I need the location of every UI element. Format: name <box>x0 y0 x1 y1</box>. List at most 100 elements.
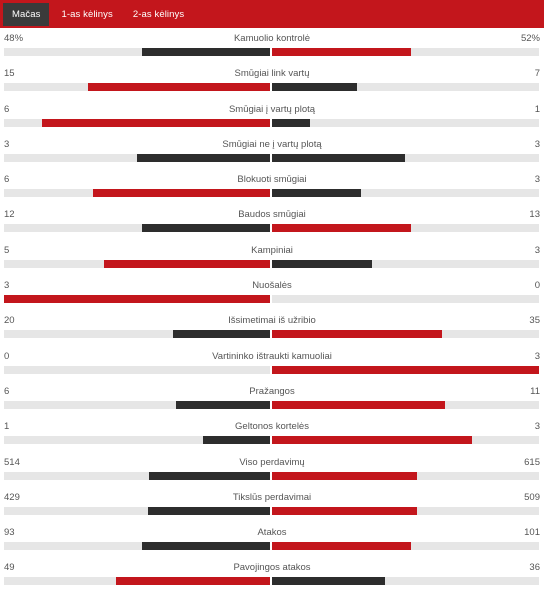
home-bar-track <box>4 577 270 586</box>
home-bar-track <box>4 259 270 268</box>
away-bar-track <box>271 400 539 409</box>
home-bar-track <box>4 400 270 409</box>
home-bar-track <box>4 330 270 339</box>
home-value: 6 <box>4 103 10 115</box>
away-bar-track <box>271 577 539 586</box>
away-bar-track <box>271 506 539 515</box>
stat-label: Smūgiai į vartų plotą <box>228 103 316 115</box>
tab-second-half[interactable]: 2-as kėlinys <box>132 8 185 20</box>
away-bar-fill <box>271 400 445 409</box>
home-bar-track <box>4 506 270 515</box>
home-bar-fill <box>142 542 270 551</box>
stat-label: Išsimetimai iš užribio <box>228 315 316 327</box>
stat-label: Vartininko ištraukti kamuoliai <box>212 350 332 362</box>
stat-label: Baudos smūgiai <box>238 209 306 221</box>
away-bar-track <box>271 365 539 374</box>
home-bar-fill <box>41 118 270 127</box>
away-bar-fill <box>271 542 411 551</box>
away-value: 0 <box>534 280 540 292</box>
away-bar-fill <box>271 83 357 92</box>
home-bar-fill <box>172 330 270 339</box>
stat-row: 48% Kamuolio kontrolė 52% <box>0 28 544 63</box>
away-value: 3 <box>534 174 540 186</box>
stat-row: 49 Pavojingos atakos 36 <box>0 557 544 592</box>
home-bar-fill <box>103 259 270 268</box>
away-bar-track <box>271 436 539 445</box>
tab-bar: Mačas 1-as kėlinys 2-as kėlinys <box>0 0 544 28</box>
away-bar-fill <box>271 118 310 127</box>
stat-row: 6 Blokuoti smūgiai 3 <box>0 169 544 204</box>
home-bar-track <box>4 83 270 92</box>
away-bar-fill <box>271 471 418 480</box>
away-value: 13 <box>529 209 540 221</box>
away-bar-track <box>271 118 539 127</box>
home-value: 12 <box>4 209 15 221</box>
home-bar-track <box>4 118 270 127</box>
home-bar-fill <box>92 189 270 198</box>
stat-label: Blokuoti smūgiai <box>237 174 307 186</box>
home-value: 1 <box>4 421 10 433</box>
stat-label: Viso perdavimų <box>239 456 305 468</box>
away-bar-track <box>271 295 539 304</box>
home-value: 429 <box>4 491 20 503</box>
stat-row: 5 Kampiniai 3 <box>0 240 544 275</box>
away-value: 509 <box>524 491 540 503</box>
home-bar-fill <box>175 400 270 409</box>
away-value: 3 <box>534 138 540 150</box>
home-bar-fill <box>142 224 270 233</box>
away-value: 615 <box>524 456 540 468</box>
away-value: 101 <box>524 527 540 539</box>
away-bar-fill <box>271 436 473 445</box>
home-value: 6 <box>4 174 10 186</box>
home-value: 15 <box>4 68 15 80</box>
away-bar-fill <box>271 189 361 198</box>
home-bar-fill <box>148 506 270 515</box>
stat-label: Tikslūs perdavimai <box>232 491 312 503</box>
home-bar-track <box>4 48 270 56</box>
away-bar-fill <box>271 259 372 268</box>
away-bar-track <box>271 330 539 339</box>
away-value: 3 <box>534 421 540 433</box>
stat-row: 429 Tikslūs perdavimai 509 <box>0 487 544 522</box>
tab-match[interactable]: Mačas <box>3 3 50 26</box>
home-value: 5 <box>4 244 10 256</box>
away-bar-track <box>271 224 539 233</box>
stat-label: Pavojingos atakos <box>233 562 311 574</box>
stat-label: Pražangos <box>249 385 295 397</box>
stat-row: 0 Vartininko ištraukti kamuoliai 3 <box>0 346 544 381</box>
stat-row: 20 Išsimetimai iš užribio 35 <box>0 310 544 345</box>
stat-row: 15 Smūgiai link vartų 7 <box>0 63 544 98</box>
home-bar-fill <box>142 48 270 56</box>
away-value: 3 <box>534 350 540 362</box>
stat-row: 6 Pražangos 11 <box>0 381 544 416</box>
home-bar-fill <box>203 436 270 445</box>
home-bar-track <box>4 153 270 162</box>
home-value: 514 <box>4 456 20 468</box>
away-bar-track <box>271 83 539 92</box>
home-bar-track <box>4 295 270 304</box>
away-bar-fill <box>271 365 539 374</box>
stats-list: 48% Kamuolio kontrolė 52% 15 Smūgiai link va… <box>0 28 544 593</box>
away-bar-fill <box>271 330 442 339</box>
stat-row: 93 Atakos 101 <box>0 522 544 557</box>
home-bar-fill <box>88 83 270 92</box>
home-value: 48% <box>4 33 24 44</box>
away-bar-track <box>271 542 539 551</box>
home-bar-track <box>4 189 270 198</box>
home-bar-track <box>4 436 270 445</box>
home-bar-fill <box>116 577 270 586</box>
tab-first-half[interactable]: 1-as kėlinys <box>61 8 113 20</box>
stat-row: 12 Baudos smūgiai 13 <box>0 204 544 239</box>
away-bar-track <box>271 48 539 56</box>
home-value: 3 <box>4 280 10 292</box>
stat-label: Geltonos kortelės <box>235 421 309 433</box>
stat-label: Kampiniai <box>251 244 293 256</box>
home-bar-track <box>4 224 270 233</box>
stat-row: 6 Smūgiai į vartų plotą 1 <box>0 99 544 134</box>
away-value: 7 <box>534 68 540 80</box>
away-bar-track <box>271 153 539 162</box>
home-bar-fill <box>136 153 270 162</box>
away-bar-fill <box>271 577 385 586</box>
away-bar-track <box>271 259 539 268</box>
home-bar-track <box>4 365 270 374</box>
